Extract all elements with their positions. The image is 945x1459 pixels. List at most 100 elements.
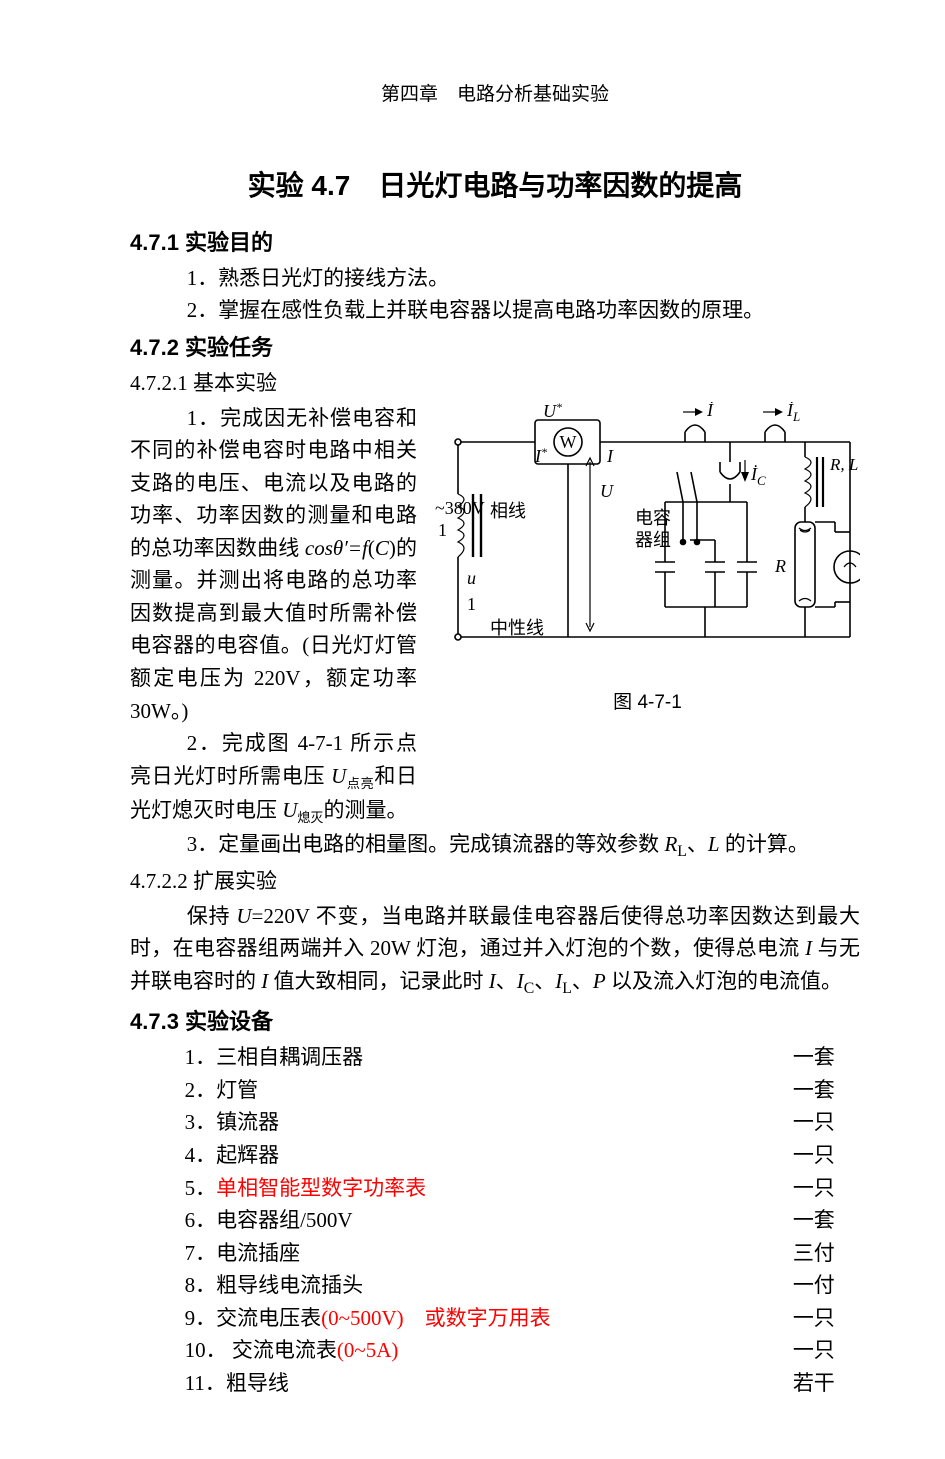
basic-exp-p2: 2．完成图 4-7-1 所示点亮日光灯时所需电压 U点亮和日光灯熄灭时电压 U熄… <box>130 727 417 828</box>
equipment-label: 电流插座 <box>216 1241 300 1265</box>
equipment-name: 5．单相智能型数字功率表 <box>185 1172 427 1205</box>
var-U2: U <box>282 798 297 822</box>
objective-1: 1．熟悉日光灯的接线方法。 <box>130 262 860 295</box>
sub-L2: L <box>562 980 572 997</box>
section-4-7-2-2-heading: 4.7.2.2 扩展实验 <box>130 865 860 898</box>
equipment-qty: 若干 <box>793 1367 860 1400</box>
equipment-name: 6．电容器组/500V <box>185 1204 353 1237</box>
equipment-index: 4． <box>185 1143 217 1167</box>
page-header: 第四章 电路分析基础实验 <box>130 80 860 109</box>
equipment-row: 4．起辉器 一只 <box>130 1139 860 1172</box>
equipment-name: 7．电流插座 <box>185 1237 301 1270</box>
equipment-label: 电容器组/500V <box>216 1208 353 1232</box>
circuit-diagram: W U* I* I U İ İL İC R, L R ~380V 1 相线 中性… <box>435 402 860 682</box>
objective-2: 2．掌握在感性负载上并联电容器以提高电路功率因数的原理。 <box>130 294 860 327</box>
text: 3．定量画出电路的相量图。完成镇流器的等效参数 <box>187 832 665 856</box>
var-P: P <box>593 969 606 993</box>
basic-experiment-text-column: 1．完成因无补偿电容和不同的补偿电容时电路中相关支路的电压、电流以及电路的功率、… <box>130 402 417 829</box>
label-W: W <box>560 432 577 452</box>
sub-L: L <box>677 844 687 861</box>
equipment-row: 2．灯管 一套 <box>130 1074 860 1107</box>
label-I-star: I* <box>534 445 547 466</box>
equipment-name: 8．粗导线电流插头 <box>185 1269 364 1302</box>
var-L: L <box>708 832 720 856</box>
sub-lightoff: 熄灭 <box>297 810 323 825</box>
label-IC-dot: İC <box>750 464 766 488</box>
equipment-row: 10． 交流电流表(0~5A)一只 <box>130 1334 860 1367</box>
label-u-small: u <box>467 568 476 588</box>
label-I: I <box>606 446 614 466</box>
var-U: U <box>331 764 346 788</box>
figure-caption: 图 4-7-1 <box>435 688 860 717</box>
equipment-name: 4．起辉器 <box>185 1139 280 1172</box>
equipment-qty: 一只 <box>793 1172 860 1205</box>
equipment-qty: 三付 <box>793 1237 860 1270</box>
formula-cosθ: cosθ′=f <box>305 536 368 560</box>
equipment-name: 9．交流电压表(0~500V) 或数字万用表 <box>185 1302 551 1335</box>
text: ( <box>368 536 375 560</box>
var-IC: I <box>517 969 524 993</box>
basic-exp-p3: 3．定量画出电路的相量图。完成镇流器的等效参数 RL、L 的计算。 <box>130 828 860 865</box>
text: )的测量。并测出将电路的总功率因数提高到最大值时所需补偿电容器的电容值。(日光灯… <box>130 536 417 723</box>
equipment-row: 8．粗导线电流插头一付 <box>130 1269 860 1302</box>
equipment-index: 3． <box>185 1110 217 1134</box>
equipment-qty: 一只 <box>793 1139 860 1172</box>
section-4-7-1-heading: 4.7.1 实验目的 <box>130 226 860 260</box>
label-RL: R, L <box>829 455 858 474</box>
label-U-star: U* <box>543 402 562 421</box>
equipment-label: 粗导线电流插头 <box>216 1273 363 1297</box>
equipment-row: 11．粗导线 若干 <box>130 1367 860 1400</box>
var-U3: U <box>236 904 251 928</box>
label-neutral: 中性线 <box>490 618 544 638</box>
equipment-index: 11． <box>185 1371 226 1395</box>
equipment-label: 粗导线 <box>226 1371 289 1395</box>
text: 值大致相同，记录此时 <box>268 969 489 993</box>
equipment-qty: 一只 <box>793 1302 860 1335</box>
equipment-label: 镇流器 <box>216 1110 279 1134</box>
equipment-qty: 一只 <box>793 1334 860 1367</box>
label-I-dot: İ <box>706 402 714 420</box>
label-capgroup-2: 器组 <box>635 530 671 550</box>
label-IL-dot: İL <box>786 402 800 424</box>
equipment-label: 起辉器 <box>216 1143 279 1167</box>
text: 、 <box>496 969 517 993</box>
equipment-list: 1．三相自耦调压器一套2．灯管一套3．镇流器一只4．起辉器一只5．单相智能型数字… <box>130 1041 860 1399</box>
equipment-label-red: 单相智能型数字功率表 <box>216 1176 426 1200</box>
equipment-row: 5．单相智能型数字功率表 一只 <box>130 1172 860 1205</box>
equipment-index: 7． <box>185 1241 217 1265</box>
equipment-qty: 一只 <box>793 1106 860 1139</box>
equipment-label-red: (0~5A) <box>337 1338 399 1362</box>
label-capgroup-1: 电容 <box>635 508 671 528</box>
text: 的测量。 <box>323 798 407 822</box>
label-U-big: U <box>600 481 614 501</box>
ext-exp-p1: 保持 U=220V 不变，当电路并联最佳电容器后使得总功率因数达到最大时，在电容… <box>130 900 860 1002</box>
equipment-index: 10． <box>185 1338 227 1362</box>
equipment-index: 6． <box>185 1208 217 1232</box>
equipment-index: 1． <box>185 1045 217 1069</box>
section-4-7-2-heading: 4.7.2 实验任务 <box>130 331 860 365</box>
label-380v: ~380V <box>435 498 485 518</box>
equipment-row: 6．电容器组/500V一套 <box>130 1204 860 1237</box>
equipment-index: 2． <box>185 1078 217 1102</box>
label-R: R <box>774 556 786 576</box>
equipment-label: 三相自耦调压器 <box>216 1045 363 1069</box>
equipment-row: 9．交流电压表(0~500V) 或数字万用表 一只 <box>130 1302 860 1335</box>
var-C: C <box>375 536 389 560</box>
equipment-name: 11．粗导线 <box>185 1367 289 1400</box>
equipment-qty: 一套 <box>793 1074 860 1107</box>
label-one: 1 <box>438 520 447 540</box>
section-4-7-3-heading: 4.7.3 实验设备 <box>130 1005 860 1039</box>
experiment-title: 实验 4.7 日光灯电路与功率因数的提高 <box>130 164 860 207</box>
text: 以及流入灯泡的电流值。 <box>606 969 842 993</box>
sub-C: C <box>524 980 535 997</box>
equipment-name: 3．镇流器 <box>185 1106 280 1139</box>
equipment-row: 7．电流插座 三付 <box>130 1237 860 1270</box>
equipment-name: 1．三相自耦调压器 <box>185 1041 364 1074</box>
text: 、 <box>534 969 555 993</box>
equipment-label-red: (0~500V) 或数字万用表 <box>321 1306 551 1330</box>
label-one2: 1 <box>467 594 476 614</box>
var-RL: R <box>664 832 677 856</box>
sub-lighton: 点亮 <box>346 776 374 791</box>
equipment-name: 2．灯管 <box>185 1074 259 1107</box>
text: 的计算。 <box>720 832 809 856</box>
